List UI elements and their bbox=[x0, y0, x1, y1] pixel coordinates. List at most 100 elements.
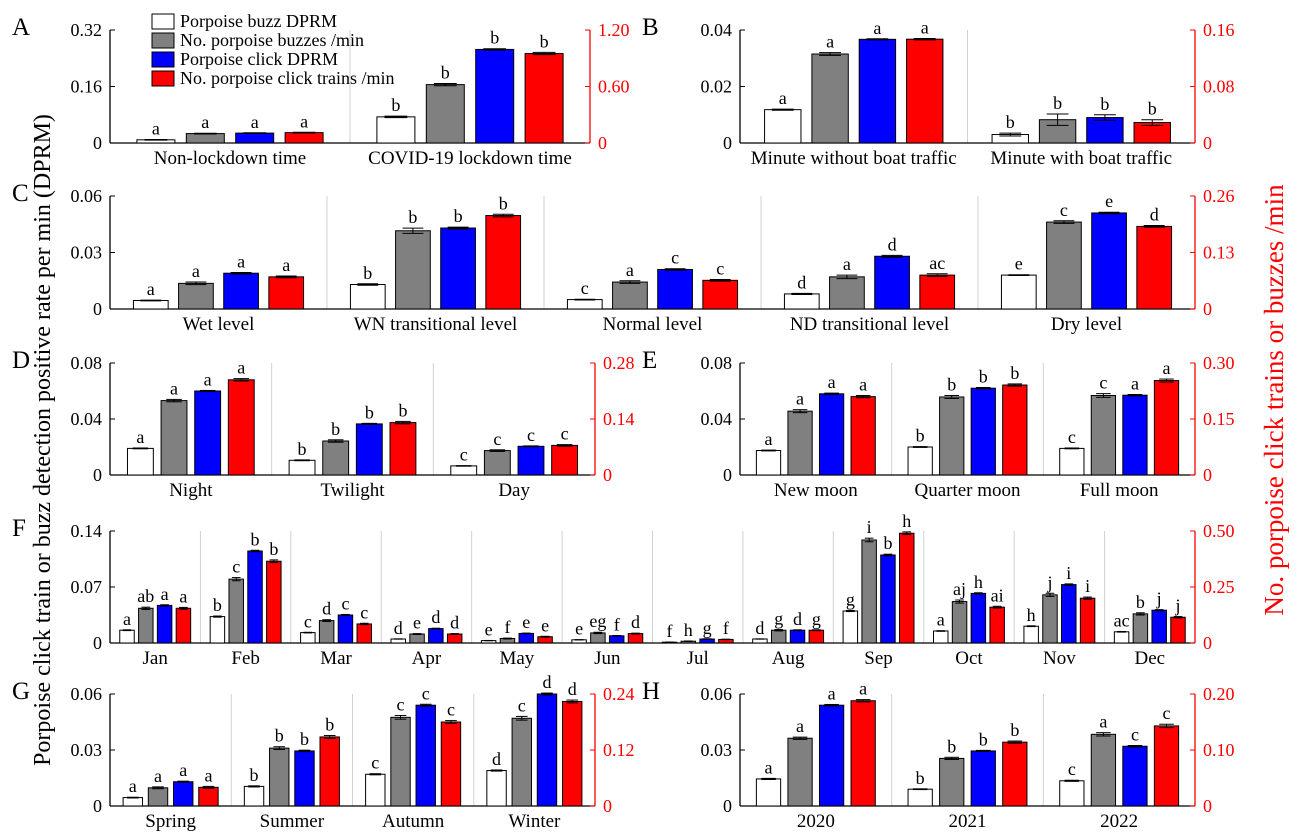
y-tick-label-left: 0.03 bbox=[71, 243, 103, 263]
significance-letter: a bbox=[873, 18, 881, 38]
significance-letter: j bbox=[1046, 572, 1052, 592]
bar bbox=[1153, 380, 1180, 476]
category-label: Minute without boat traffic bbox=[751, 148, 957, 169]
significance-letter: a bbox=[796, 716, 804, 736]
significance-letter: b bbox=[269, 539, 278, 559]
bar bbox=[349, 284, 386, 310]
bar bbox=[518, 632, 535, 644]
bar bbox=[376, 116, 416, 144]
legend-entry: Porpoise click DPRM bbox=[151, 49, 338, 69]
significance-letter: b bbox=[213, 595, 222, 615]
bar bbox=[389, 422, 417, 476]
significance-letter: a bbox=[152, 118, 160, 138]
significance-letter: i bbox=[1066, 563, 1071, 583]
bar bbox=[511, 717, 532, 807]
significance-letter: c bbox=[527, 425, 535, 445]
significance-letter: g bbox=[774, 609, 783, 629]
bar bbox=[1002, 741, 1028, 807]
y-tick-label-right: 0.16 bbox=[1203, 20, 1235, 40]
y-tick-label-right: 0.20 bbox=[1203, 684, 1235, 704]
bar bbox=[1090, 394, 1117, 476]
y-tick-label-left: 0.04 bbox=[71, 409, 103, 429]
y-tick-label-left: 0.07 bbox=[71, 577, 103, 597]
panel-letter-H: H bbox=[642, 678, 660, 705]
bar bbox=[627, 633, 644, 644]
bar bbox=[1061, 584, 1077, 644]
bar bbox=[1079, 597, 1096, 644]
bar bbox=[524, 53, 564, 144]
category-label: COVID-19 lockdown time bbox=[368, 148, 572, 169]
significance-letter: a bbox=[828, 372, 836, 392]
significance-letter: b bbox=[1148, 99, 1157, 119]
y-tick-label-right: 0 bbox=[1203, 633, 1212, 653]
bar bbox=[269, 747, 290, 807]
y-tick-label-right: 0.26 bbox=[1203, 186, 1235, 206]
significance-letter: a bbox=[179, 760, 187, 780]
significance-letter: c bbox=[360, 602, 368, 622]
bar bbox=[551, 444, 579, 476]
category-label: Mar bbox=[320, 648, 352, 669]
significance-letter: b bbox=[1006, 112, 1015, 132]
bar bbox=[517, 445, 545, 476]
bar bbox=[355, 423, 383, 476]
bar bbox=[356, 623, 372, 644]
bar bbox=[319, 736, 340, 807]
bar bbox=[657, 268, 693, 310]
panel-letter-D: D bbox=[12, 347, 30, 374]
category-label: Night bbox=[169, 480, 213, 501]
bar bbox=[268, 276, 305, 310]
legend-label: No. porpoise click trains /min bbox=[180, 68, 394, 88]
significance-letter: a bbox=[826, 32, 834, 52]
category-label: Non-lockdown time bbox=[154, 148, 307, 169]
significance-letter: i bbox=[867, 517, 872, 537]
significance-letter: b bbox=[490, 28, 499, 48]
bar bbox=[395, 230, 431, 310]
y-tick-label-left: 0.04 bbox=[701, 409, 733, 429]
panel-letter-A: A bbox=[12, 14, 30, 41]
bar bbox=[425, 84, 465, 144]
y-axis-label-left: Porpoise click train or buzz detection p… bbox=[30, 114, 56, 766]
legend-entry: No. porpoise click trains /min bbox=[151, 68, 394, 88]
category-label: Jul bbox=[687, 648, 709, 669]
panel-E: E 0 0.04 0.08 0 0.15 0.30 a a a a New moon b b b b Quart… bbox=[642, 347, 1235, 501]
bar bbox=[1113, 631, 1130, 644]
legend-swatch bbox=[151, 51, 175, 68]
significance-letter: b bbox=[1010, 363, 1019, 383]
significance-letter: e bbox=[485, 619, 493, 639]
category-label: Oct bbox=[955, 648, 983, 669]
significance-letter: ac bbox=[929, 253, 945, 273]
bar bbox=[1042, 594, 1058, 644]
bar bbox=[907, 446, 933, 476]
significance-letter: c bbox=[1060, 200, 1068, 220]
y-tick-label-right: 0 bbox=[603, 465, 612, 485]
bar bbox=[156, 604, 173, 644]
panel-H: H 0 0.03 0.06 0 0.10 0.20 a a a a 2020 b b b b 2021 c a c c 2… bbox=[642, 678, 1235, 832]
bar bbox=[811, 53, 849, 144]
bar bbox=[126, 447, 154, 476]
bar bbox=[1002, 384, 1028, 476]
panel-C: C 0 0.03 0.06 0 0.13 0.26 a a a a Wet level b b b b WN t… bbox=[12, 180, 1235, 335]
bar bbox=[1046, 221, 1082, 310]
significance-letter: eg bbox=[589, 611, 606, 631]
y-tick-label-right: 0 bbox=[1203, 133, 1212, 153]
significance-letter: c bbox=[341, 593, 349, 613]
y-tick-label-left: 0 bbox=[93, 465, 102, 485]
y-tick-label-right: 0.28 bbox=[603, 353, 635, 373]
significance-letter: c bbox=[1099, 373, 1107, 393]
bar bbox=[899, 532, 915, 644]
bar bbox=[970, 750, 996, 807]
y-tick-label-left: 0 bbox=[93, 796, 102, 816]
significance-letter: j bbox=[1174, 596, 1180, 616]
significance-letter: e bbox=[1105, 191, 1113, 211]
significance-letter: b bbox=[1010, 720, 1019, 740]
y-axis-label-right: No. porpoise click trains or buzzes /min bbox=[1259, 184, 1289, 616]
bar bbox=[390, 716, 411, 807]
significance-letter: a bbox=[123, 609, 131, 629]
bar bbox=[119, 629, 135, 644]
panel-A: A 0 0.16 0.32 0 0.60 1.20 a a a a Non-lockdown time… bbox=[12, 14, 630, 169]
bar bbox=[1000, 274, 1037, 310]
significance-letter: b bbox=[365, 402, 374, 422]
bar bbox=[178, 282, 214, 310]
